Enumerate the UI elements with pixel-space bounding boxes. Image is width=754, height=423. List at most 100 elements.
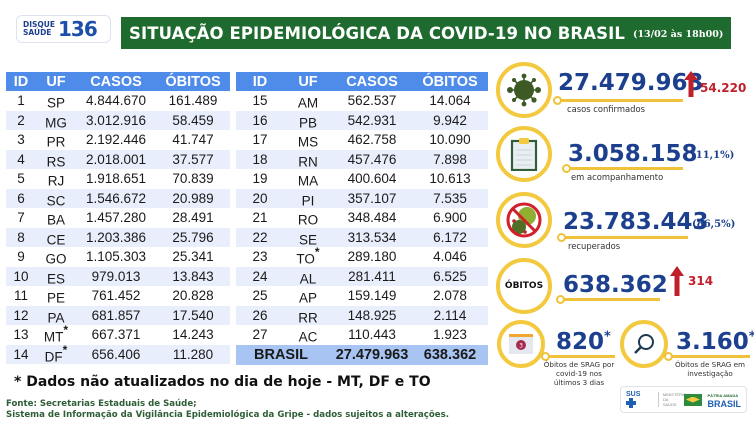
srag-investigation-star: *	[749, 329, 754, 344]
cell-uf: PB	[284, 110, 332, 130]
table-header-row: ID UF CASOS ÓBITOS	[236, 72, 488, 91]
cell-casos: 400.604	[332, 169, 412, 189]
cell-casos: 357.107	[332, 188, 412, 208]
cell-uf: BA	[36, 208, 76, 228]
cell-id: 15	[236, 91, 284, 111]
table-row: 5 RJ 1.918.651 70.839	[6, 169, 230, 189]
cell-casos: 159.149	[332, 286, 412, 306]
deaths-value: 638.362	[563, 272, 668, 298]
underline	[570, 167, 683, 170]
brasil-logo: PÁTRIA AMADA BRASIL	[708, 392, 742, 409]
source-line-1: Fonte: Secretarias Estaduais de Saúde;	[6, 399, 197, 409]
cell-obitos: 9.942	[412, 110, 488, 130]
hotline-label: DISQUE SAÚDE	[23, 21, 55, 37]
recovered-caption: recuperados	[568, 241, 621, 251]
cell-casos: 457.476	[332, 149, 412, 169]
cell-casos: 761.452	[76, 286, 156, 306]
cell-id: 23	[236, 247, 284, 267]
confirmed-delta: 54.220	[700, 81, 747, 95]
sus-label: SUS	[626, 391, 641, 398]
outdated-star: *	[314, 245, 320, 259]
table-row: 17 MS 462.758 10.090	[236, 130, 488, 150]
ministry-logo: MINISTÉRIO DA SAÚDE	[657, 392, 686, 407]
cell-uf: ES	[36, 266, 76, 286]
cell-obitos: 6.525	[412, 266, 488, 286]
table-row: 10 ES 979.013 13.843	[6, 266, 230, 286]
col-uf: UF	[284, 72, 332, 91]
hotline-label-line2: SAÚDE	[23, 28, 52, 37]
uf-code: PB	[298, 115, 317, 130]
cell-casos: 148.925	[332, 305, 412, 325]
table-row: 3 PR 2.192.446 41.747	[6, 130, 230, 150]
page-title: SITUAÇÃO EPIDEMIOLÓGICA DA COVID-19 NO B…	[129, 23, 625, 43]
cell-casos: 542.931	[332, 110, 412, 130]
table-row: 25 AP 159.149 2.078	[236, 286, 488, 306]
no-virus-icon	[496, 192, 552, 248]
cell-obitos: 10.090	[412, 130, 488, 150]
uf-code: RO	[297, 212, 319, 228]
cell-obitos: 14.243	[156, 325, 230, 345]
cell-id: 17	[236, 130, 284, 150]
cell-casos: 348.484	[332, 208, 412, 228]
hotline-number: 136	[58, 17, 98, 41]
cell-casos: 2.018.001	[76, 149, 156, 169]
cell-casos: 1.457.280	[76, 208, 156, 228]
cell-uf: AP	[284, 286, 332, 306]
cell-obitos: 6.900	[412, 208, 488, 228]
cell-uf: GO	[36, 247, 76, 267]
table-row: 22 SE 313.534 6.172	[236, 227, 488, 247]
col-obitos: ÓBITOS	[412, 72, 488, 91]
cell-casos: 3.012.916	[76, 110, 156, 130]
cell-obitos: 161.489	[156, 91, 230, 111]
cell-casos: 110.443	[332, 325, 412, 345]
table-row: 20 PI 357.107 7.535	[236, 188, 488, 208]
cell-obitos: 14.064	[412, 91, 488, 111]
outdated-star: *	[62, 342, 68, 357]
title-bar: SITUAÇÃO EPIDEMIOLÓGICA DA COVID-19 NO B…	[121, 17, 731, 49]
cell-uf: MA	[284, 169, 332, 189]
cell-id: 24	[236, 266, 284, 286]
srag-recent-star: *	[604, 329, 611, 345]
cell-casos: 1.546.672	[76, 188, 156, 208]
deaths-delta: 314	[688, 274, 714, 288]
cell-obitos: 41.747	[156, 130, 230, 150]
cell-obitos: 25.796	[156, 227, 230, 247]
cell-uf: PA	[36, 305, 76, 325]
cell-id: 7	[6, 208, 36, 228]
cell-uf: PR	[36, 130, 76, 150]
hotline-label-line1: DISQUE	[23, 20, 56, 29]
uf-code: MT	[43, 329, 64, 345]
uf-code: MG	[45, 115, 67, 130]
total-row: BRASIL 27.479.963 638.362	[236, 344, 488, 365]
cell-casos: 2.192.446	[76, 130, 156, 150]
cell-id: 2	[6, 110, 36, 130]
uf-code: PR	[46, 134, 66, 150]
srag-investigation-number: 3.160	[676, 329, 749, 355]
cell-obitos: 25.341	[156, 247, 230, 267]
cell-obitos: 37.577	[156, 149, 230, 169]
col-id: ID	[6, 72, 36, 91]
total-casos: 27.479.963	[332, 344, 412, 365]
cell-id: 5	[6, 169, 36, 189]
clipboard-icon	[496, 126, 552, 182]
cell-uf: MS	[284, 130, 332, 150]
cell-casos: 656.406	[76, 344, 156, 364]
increase-arrow-icon	[670, 266, 684, 296]
table-row: 14 DF* 656.406 11.280	[6, 342, 230, 364]
table-row: 24 AL 281.411 6.525	[236, 266, 488, 286]
total-obitos: 638.362	[412, 344, 488, 365]
cell-uf: MG	[36, 110, 76, 130]
srag-investigation-value: 3.160*	[676, 329, 754, 355]
table-row: 27 AC 110.443 1.923	[236, 325, 488, 345]
table-row: 6 SC 1.546.672 20.989	[6, 188, 230, 208]
cell-casos: 562.537	[332, 91, 412, 111]
col-casos: CASOS	[332, 72, 412, 91]
cell-id: 20	[236, 188, 284, 208]
table-row: 1 SP 4.844.670 161.489	[6, 91, 230, 111]
uf-code: RS	[46, 154, 66, 169]
cell-id: 10	[6, 266, 36, 286]
recovered-value: 23.783.443	[563, 209, 709, 235]
cell-obitos: 13.843	[156, 266, 230, 286]
uf-code: PI	[301, 193, 315, 208]
cell-casos: 1.105.303	[76, 247, 156, 267]
